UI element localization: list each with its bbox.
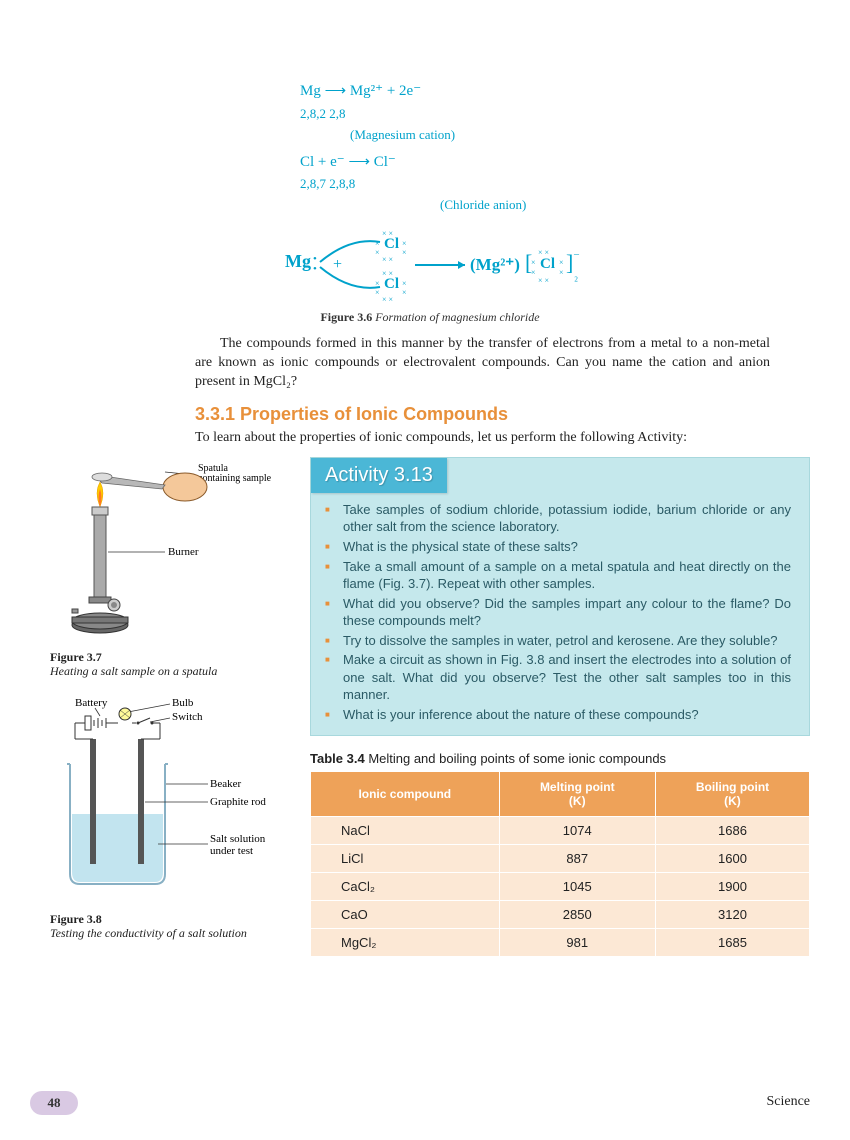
svg-text:Cl: Cl xyxy=(384,236,399,252)
equation-block: Mg ⟶ Mg²⁺ + 2e⁻ 2,8,2 2,8 (Magnesium cat… xyxy=(300,80,810,214)
activity-list: Take samples of sodium chloride, potassi… xyxy=(311,501,809,724)
table-cell: 2850 xyxy=(499,901,655,929)
figure-3-6-caption: Figure 3.6 Formation of magnesium chlori… xyxy=(50,310,810,325)
svg-text:Battery: Battery xyxy=(75,697,108,709)
svg-text:× ×: × × xyxy=(538,276,549,285)
svg-text:Cl: Cl xyxy=(384,276,399,292)
table-cell: 1900 xyxy=(655,873,809,901)
table-cell: 3120 xyxy=(655,901,809,929)
svg-text:×: × xyxy=(402,279,407,288)
table-caption-text: Melting and boiling points of some ionic… xyxy=(368,751,666,766)
mg-equation: Mg ⟶ Mg²⁺ + 2e⁻ xyxy=(300,80,810,103)
figure-3-6-label: Figure 3.6 xyxy=(320,310,372,324)
section-heading: 3.3.1 Properties of Ionic Compounds xyxy=(195,404,810,425)
activity-item: What is the physical state of these salt… xyxy=(343,538,791,556)
figure-3-8-label: Figure 3.8 xyxy=(50,912,102,926)
table-header: Ionic compound xyxy=(311,772,500,817)
table-row: NaCl10741686 xyxy=(311,817,810,845)
svg-text:× ×: × × xyxy=(382,295,393,302)
ionic-table: Ionic compoundMelting point(K)Boiling po… xyxy=(310,771,810,957)
table-row: MgCl₂9811685 xyxy=(311,929,810,957)
svg-text:Switch: Switch xyxy=(172,711,203,723)
figure-3-8: Battery Bulb Switch xyxy=(50,694,295,941)
mg-annotation: (Magnesium cation) xyxy=(350,125,455,145)
figure-3-8-text: Testing the conductivity of a salt solut… xyxy=(50,926,247,940)
cl-config: 2,8,7 2,8,8 xyxy=(300,174,810,194)
table-header-row: Ionic compoundMelting point(K)Boiling po… xyxy=(311,772,810,817)
intro-text: To learn about the properties of ionic c… xyxy=(195,429,770,447)
table-cell: 1074 xyxy=(499,817,655,845)
table-caption: Table 3.4 Melting and boiling points of … xyxy=(310,751,810,766)
page-number: 48 xyxy=(30,1091,78,1115)
activity-item: Take a small amount of a sample on a met… xyxy=(343,558,791,593)
svg-text:×: × xyxy=(375,279,380,288)
table-cell: 1686 xyxy=(655,817,809,845)
svg-text:×: × xyxy=(375,288,380,297)
table-cell: 887 xyxy=(499,845,655,873)
svg-text:Cl: Cl xyxy=(540,256,555,272)
svg-text:×: × xyxy=(531,258,536,267)
svg-text:×: × xyxy=(402,288,407,297)
table-cell: CaCl₂ xyxy=(311,873,500,901)
svg-text:•: • xyxy=(313,263,317,275)
table-cell: 1600 xyxy=(655,845,809,873)
svg-text:Mg: Mg xyxy=(285,251,311,271)
activity-box: Activity 3.13 Take samples of sodium chl… xyxy=(310,457,810,737)
svg-text:Salt solution: Salt solution xyxy=(210,833,266,845)
table-cell: MgCl₂ xyxy=(311,929,500,957)
table-cell: NaCl xyxy=(311,817,500,845)
table-cell: LiCl xyxy=(311,845,500,873)
activity-item: Take samples of sodium chloride, potassi… xyxy=(343,501,791,536)
activity-item: Try to dissolve the samples in water, pe… xyxy=(343,632,791,650)
svg-text:Graphite rod: Graphite rod xyxy=(210,796,266,808)
table-row: CaO28503120 xyxy=(311,901,810,929)
svg-text:]: ] xyxy=(566,250,573,275)
activity-item: What is your inference about the nature … xyxy=(343,706,791,724)
activity-title: Activity 3.13 xyxy=(311,458,447,493)
subject-label: Science xyxy=(766,1094,810,1110)
table-row: LiCl8871600 xyxy=(311,845,810,873)
body-paragraph: The compounds formed in this manner by t… xyxy=(195,335,770,392)
figure-3-7-text: Heating a salt sample on a spatula xyxy=(50,664,217,678)
svg-text:×: × xyxy=(375,248,380,257)
activity-item: What did you observe? Did the samples im… xyxy=(343,595,791,630)
figure-3-6-text: Formation of magnesium chloride xyxy=(375,310,539,324)
svg-text:×: × xyxy=(375,239,380,248)
svg-text:Bulb: Bulb xyxy=(172,697,194,709)
table-cell: 1685 xyxy=(655,929,809,957)
figure-3-7: Spatula containing sample xyxy=(50,457,295,679)
svg-text:(Mg²⁺): (Mg²⁺) xyxy=(470,255,520,274)
svg-text:×: × xyxy=(531,268,536,277)
svg-text:+: + xyxy=(333,256,342,273)
table-cell: 1045 xyxy=(499,873,655,901)
figure-3-7-caption: Figure 3.7 Heating a salt sample on a sp… xyxy=(50,650,295,679)
table-cell: 981 xyxy=(499,929,655,957)
svg-text:×: × xyxy=(402,239,407,248)
svg-text:×: × xyxy=(559,268,564,277)
svg-text:×: × xyxy=(402,248,407,257)
figure-3-7-label: Figure 3.7 xyxy=(50,650,102,664)
svg-text:× ×: × × xyxy=(382,255,393,264)
table-body: NaCl10741686LiCl8871600CaCl₂10451900CaO2… xyxy=(311,817,810,957)
mg-config: 2,8,2 2,8 xyxy=(300,104,810,124)
table-row: CaCl₂10451900 xyxy=(311,873,810,901)
figure-3-8-caption: Figure 3.8 Testing the conductivity of a… xyxy=(50,912,295,941)
table-cell: CaO xyxy=(311,901,500,929)
cl-annotation: (Chloride anion) xyxy=(440,195,810,215)
lewis-diagram: Mg • • + × × × Cl × × × × × × × × Cl × ×… xyxy=(280,222,810,307)
svg-text:×: × xyxy=(559,258,564,267)
table-header: Boiling point(K) xyxy=(655,772,809,817)
svg-text:–: – xyxy=(573,249,580,260)
burner-label: Burner xyxy=(168,546,199,558)
svg-text:Beaker: Beaker xyxy=(210,778,241,790)
svg-text:containing sample: containing sample xyxy=(198,473,272,484)
activity-item: Make a circuit as shown in Fig. 3.8 and … xyxy=(343,651,791,704)
table-header: Melting point(K) xyxy=(499,772,655,817)
cl-equation: Cl + e⁻ ⟶ Cl⁻ xyxy=(300,151,810,174)
svg-text:₂: ₂ xyxy=(574,268,578,282)
svg-text:under test: under test xyxy=(210,845,253,857)
table-label: Table 3.4 xyxy=(310,751,365,766)
